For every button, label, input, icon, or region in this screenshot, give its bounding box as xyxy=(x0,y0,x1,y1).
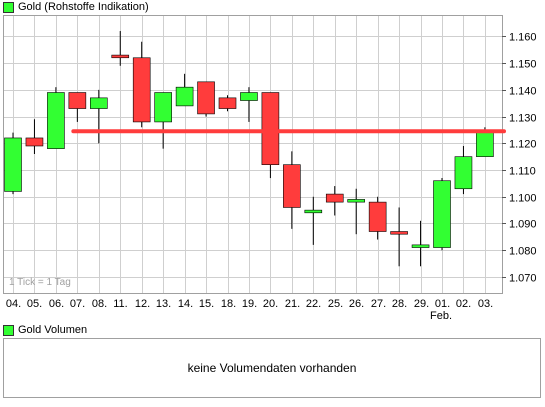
x-tick-label: 05. xyxy=(27,298,42,310)
candle-up xyxy=(240,92,258,101)
x-tick-label: 02. xyxy=(456,298,471,310)
candle-up xyxy=(4,137,22,192)
x-tick-label: 07. xyxy=(70,298,85,310)
candle-up xyxy=(47,92,65,149)
candle-down xyxy=(283,164,301,208)
x-tick-label: 15. xyxy=(199,298,214,310)
x-tick-label: 20. xyxy=(263,298,278,310)
price-chart: 1.070 1.080 1.090 1.100 1.110 1.120 1.130 1.140… xyxy=(3,15,537,322)
candle-down xyxy=(25,137,44,147)
y-tick-label: 1.160 xyxy=(509,32,537,44)
candle-down xyxy=(390,231,408,235)
x-tick-label: 04. xyxy=(6,298,21,310)
x-tick-label: 18. xyxy=(221,298,236,310)
tick-note: 1 Tick = 1 Tag xyxy=(9,277,71,288)
candle-down xyxy=(111,54,130,59)
y-tick-label: 1.150 xyxy=(509,59,537,71)
y-tick-label: 1.120 xyxy=(509,139,537,151)
y-tick-label: 1.110 xyxy=(509,166,536,178)
x-tick-label: 28. xyxy=(392,298,407,310)
y-tick-label: 1.070 xyxy=(509,273,537,285)
volume-legend-label: Gold Volumen xyxy=(18,324,88,336)
candle-up xyxy=(304,209,323,214)
x-tick-label: 13. xyxy=(156,298,171,310)
y-tick-label: 1.100 xyxy=(509,193,537,205)
x-tick-label: 08. xyxy=(92,298,107,310)
x-tick-label: 21. xyxy=(285,298,300,310)
candle-down xyxy=(261,92,280,165)
y-tick-label: 1.090 xyxy=(509,219,537,231)
volume-chart: keine Volumendaten vorhanden xyxy=(3,338,541,398)
candle-down xyxy=(132,57,151,123)
candle-up xyxy=(454,156,473,190)
price-legend-label: Gold (Rohstoffe Indikation) xyxy=(18,1,149,13)
candle-up xyxy=(433,180,451,248)
x-tick-label: 22. xyxy=(306,298,321,310)
volume-empty-message: keine Volumendaten vorhanden xyxy=(187,361,357,375)
candle-up xyxy=(347,199,366,203)
x-tick-label: 12. xyxy=(135,298,150,310)
y-tick-label: 1.130 xyxy=(509,113,537,125)
x-tick-label: 26. xyxy=(349,298,364,310)
y-tick-label: 1.080 xyxy=(509,246,537,258)
candle-up xyxy=(476,132,494,157)
x-tick-label: 19. xyxy=(242,298,257,310)
candle-down xyxy=(197,81,215,115)
x-tick-label: 06. xyxy=(49,298,64,310)
candle-up xyxy=(90,97,108,109)
candle-down xyxy=(218,97,237,109)
price-legend: Gold (Rohstoffe Indikation) xyxy=(3,0,149,14)
candle-down xyxy=(325,193,344,203)
candle-down xyxy=(368,201,387,232)
candle-down xyxy=(68,92,87,109)
candle-up xyxy=(411,244,430,248)
y-tick-label: 1.140 xyxy=(509,86,537,98)
price-legend-swatch xyxy=(3,1,14,13)
volume-legend-swatch xyxy=(3,324,14,336)
x-tick-label: 01. xyxy=(435,298,450,310)
x-tick-label: 29. xyxy=(414,298,429,310)
candle-up xyxy=(154,92,172,123)
x-tick-label: 03. xyxy=(478,298,493,310)
x-tick-label: 27. xyxy=(371,298,386,310)
x-tick-label: 14. xyxy=(178,298,193,310)
volume-legend: Gold Volumen xyxy=(3,323,87,337)
candle-up xyxy=(175,86,194,107)
plot-frame xyxy=(3,15,503,294)
x-tick-label: 11. xyxy=(113,298,127,310)
x-month-label: Feb. xyxy=(430,310,452,322)
x-tick-label: 25. xyxy=(328,298,343,310)
